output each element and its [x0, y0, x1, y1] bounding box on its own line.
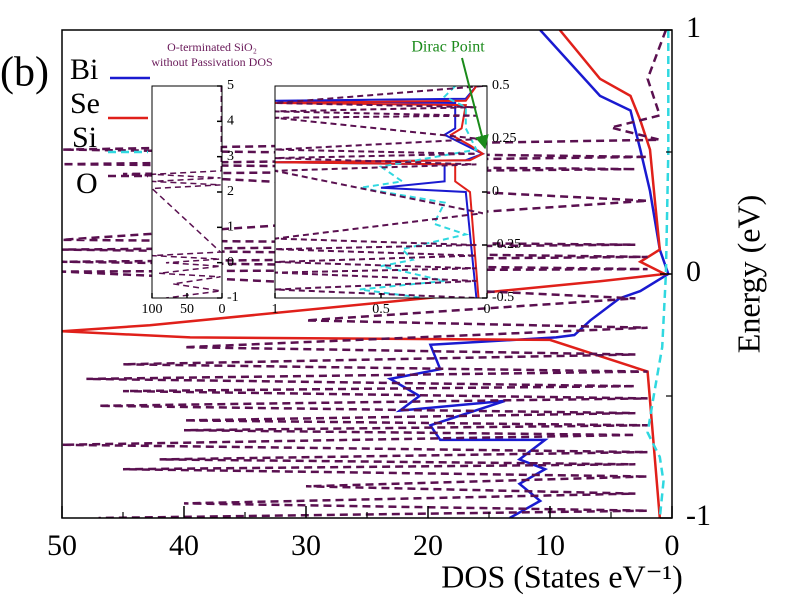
panel-label: (b): [0, 50, 49, 96]
y-tick-label: 0: [227, 255, 234, 270]
y-tick-label: -1: [227, 290, 239, 305]
page: {"chart_data": [ {"type": "line", "orien…: [0, 0, 792, 612]
y-tick-label: 5: [227, 78, 234, 93]
x-tick-label: 0: [665, 529, 680, 562]
x-tick-label: 0: [219, 302, 226, 317]
x-tick-label: 0.5: [372, 302, 390, 317]
y-tick-label: 1: [227, 220, 234, 235]
y-tick-label: 3: [227, 149, 234, 164]
y-tick-label: 0: [492, 184, 499, 199]
inset-background: [152, 86, 222, 298]
y-tick-label: 0.5: [492, 78, 510, 93]
x-tick-label: 1: [272, 302, 279, 317]
x-tick-label: 50: [180, 302, 194, 317]
y-tick-label: 2: [227, 184, 234, 199]
legend-label: Si: [72, 121, 97, 154]
y-tick-label: 0: [686, 255, 701, 288]
inset-2: 10.50-0.5-0.2500.250.5: [272, 78, 522, 317]
y-tick-label: -0.25: [492, 237, 521, 252]
inset-1: 100500-1012345: [142, 78, 239, 317]
y-axis-label: Energy (eV): [730, 195, 766, 353]
y-tick-label: -0.5: [492, 290, 514, 305]
x-tick-label: 0: [484, 302, 491, 317]
y-tick-label: 0.25: [492, 131, 517, 146]
legend-label: O: [76, 167, 98, 200]
x-tick-label: 50: [47, 529, 77, 562]
x-tick-label: 100: [142, 302, 163, 317]
figure: 50403020100-101 100500-1012345 10.50-0.5…: [0, 0, 792, 612]
x-axis-label: DOS (States eV⁻¹): [441, 558, 683, 594]
x-tick-label: 40: [169, 529, 199, 562]
x-tick-label: 10: [535, 529, 565, 562]
y-tick-label: 4: [227, 114, 234, 129]
subtitle: without Passivation DOS: [151, 55, 272, 69]
x-tick-label: 30: [291, 529, 321, 562]
y-tick-label: -1: [686, 499, 711, 532]
legend-label: Bi: [70, 53, 98, 86]
x-tick-label: 20: [413, 529, 443, 562]
y-tick-label: 1: [686, 11, 701, 44]
title: O-terminated SiO₂: [167, 40, 257, 54]
legend-label: Se: [70, 87, 100, 120]
annotation: Dirac Point: [411, 39, 485, 56]
